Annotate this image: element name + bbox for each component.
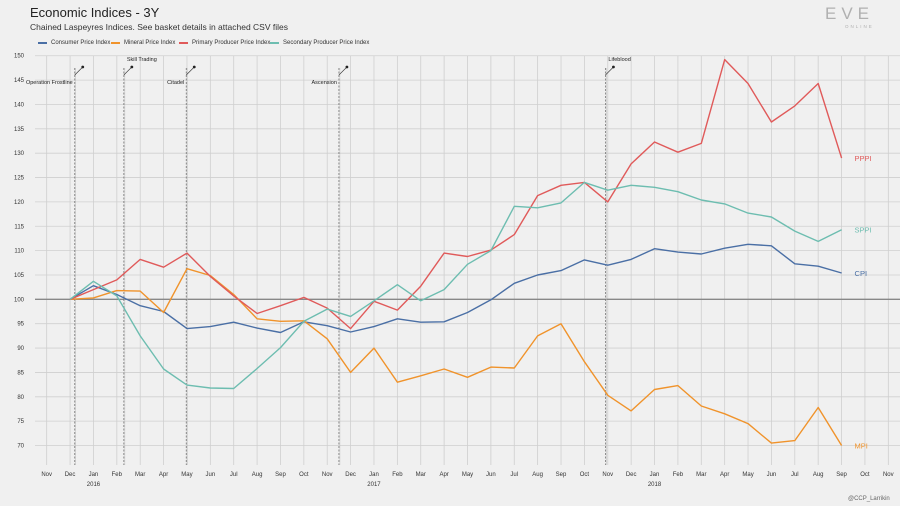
y-tick-label: 90: [17, 346, 24, 352]
x-tick-label: Oct: [860, 472, 870, 478]
x-tick-label: Sep: [275, 472, 286, 478]
x-tick-label: Sep: [556, 472, 567, 478]
x-tick-label: Apr: [720, 472, 729, 478]
y-tick-label: 85: [17, 370, 24, 376]
series-end-label: PPPI: [855, 154, 872, 163]
eve-online-logo: EVE ONLINE: [825, 4, 874, 29]
legend-label: Mineral Price Index: [124, 40, 176, 46]
x-tick-label: Dec: [345, 472, 356, 478]
event-dot: [345, 65, 349, 69]
series-end-label: MPI: [855, 442, 868, 451]
x-tick-label: Nov: [883, 472, 894, 478]
y-tick-label: 115: [14, 224, 24, 230]
x-tick-label: Nov: [41, 472, 52, 478]
author-credit: @CCP_Larrikin: [848, 496, 890, 502]
legend-swatch: [270, 42, 279, 44]
chart-subtitle: Chained Laspeyres Indices. See basket de…: [30, 22, 288, 32]
x-tick-label: Feb: [673, 472, 684, 478]
event-leader-line: [74, 66, 83, 76]
event-leader-line: [123, 66, 133, 76]
x-tick-label: Dec: [65, 472, 76, 478]
x-tick-label: Jul: [510, 472, 518, 478]
y-tick-label: 70: [17, 444, 24, 450]
x-tick-label: Feb: [112, 472, 123, 478]
x-tick-label: Aug: [813, 472, 824, 478]
x-tick-label: Aug: [252, 472, 263, 478]
x-tick-label: Nov: [322, 472, 333, 478]
event-label: Ascension: [312, 80, 337, 86]
series-line-mpi: [70, 268, 843, 446]
x-tick-label: Jan: [650, 472, 660, 478]
event-label: Lifeblood: [608, 57, 630, 63]
x-tick-label: Oct: [580, 472, 590, 478]
x-tick-label: Apr: [439, 472, 448, 478]
y-tick-label: 105: [14, 273, 25, 279]
x-tick-label: Apr: [159, 472, 168, 478]
x-tick-label: Aug: [532, 472, 543, 478]
legend-item-cpi: Consumer Price Index: [38, 40, 110, 46]
legend-swatch: [38, 42, 47, 44]
x-tick-label: Feb: [392, 472, 403, 478]
legend-item-mpi: Mineral Price Index: [111, 40, 175, 46]
series-line-pppi: [69, 58, 843, 330]
x-tick-label: Nov: [602, 472, 613, 478]
legend-swatch: [179, 42, 188, 44]
x-tick-label: May: [462, 472, 473, 478]
x-tick-label: Jun: [205, 472, 215, 478]
y-tick-label: 110: [14, 249, 24, 255]
event-label: Citadel: [167, 80, 184, 86]
legend-label: Secondary Producer Price Index: [283, 40, 370, 46]
series-line-cpi: [69, 243, 842, 334]
x-tick-label: Jan: [369, 472, 379, 478]
y-tick-label: 135: [14, 127, 25, 133]
x-year-label: 2017: [367, 482, 381, 488]
y-tick-label: 140: [14, 102, 25, 108]
series-line-sppi: [69, 181, 842, 390]
y-tick-label: 80: [17, 395, 24, 401]
x-year-label: 2018: [648, 482, 662, 488]
x-year-label: 2016: [87, 482, 101, 488]
y-tick-label: 95: [17, 322, 24, 328]
x-tick-label: Sep: [836, 472, 847, 478]
event-leader-line: [338, 66, 348, 76]
logo-main-text: EVE: [825, 4, 874, 23]
y-tick-label: 150: [14, 54, 25, 60]
x-tick-label: Jun: [486, 472, 496, 478]
logo-sub-text: ONLINE: [845, 24, 874, 29]
event-dot: [192, 65, 196, 69]
event-dot: [81, 65, 85, 69]
legend-item-sppi: Secondary Producer Price Index: [270, 40, 369, 46]
event-leader-line: [186, 66, 195, 76]
x-tick-label: Mar: [696, 472, 706, 478]
legend-label: Primary Producer Price Index: [192, 40, 271, 46]
event-label: Operation Frostline: [26, 80, 73, 86]
event-leader-line: [605, 66, 614, 76]
x-tick-label: Oct: [299, 472, 309, 478]
x-tick-label: Jul: [230, 472, 238, 478]
x-tick-label: Jul: [791, 472, 799, 478]
event-dot: [130, 65, 134, 69]
x-tick-label: May: [742, 472, 753, 478]
y-tick-label: 120: [14, 200, 25, 206]
x-tick-label: Jun: [767, 472, 777, 478]
x-tick-label: May: [181, 472, 192, 478]
legend-item-pppi: Primary Producer Price Index: [179, 40, 270, 46]
x-tick-label: Dec: [626, 472, 637, 478]
x-tick-label: Mar: [135, 472, 145, 478]
legend-swatch: [111, 42, 120, 44]
y-tick-label: 125: [14, 176, 25, 182]
chart-title: Economic Indices - 3Y: [30, 5, 160, 20]
series-end-label: CPI: [855, 269, 868, 278]
y-tick-label: 130: [14, 151, 25, 157]
x-tick-label: Mar: [416, 472, 426, 478]
y-tick-label: 145: [14, 78, 25, 84]
x-tick-label: Jan: [89, 472, 99, 478]
y-tick-label: 75: [17, 419, 24, 425]
event-label: Skill Trading: [127, 57, 157, 63]
series-end-label: SPPI: [855, 226, 872, 235]
legend-label: Consumer Price Index: [51, 40, 111, 46]
y-tick-label: 100: [14, 297, 25, 303]
event-dot: [612, 65, 615, 69]
